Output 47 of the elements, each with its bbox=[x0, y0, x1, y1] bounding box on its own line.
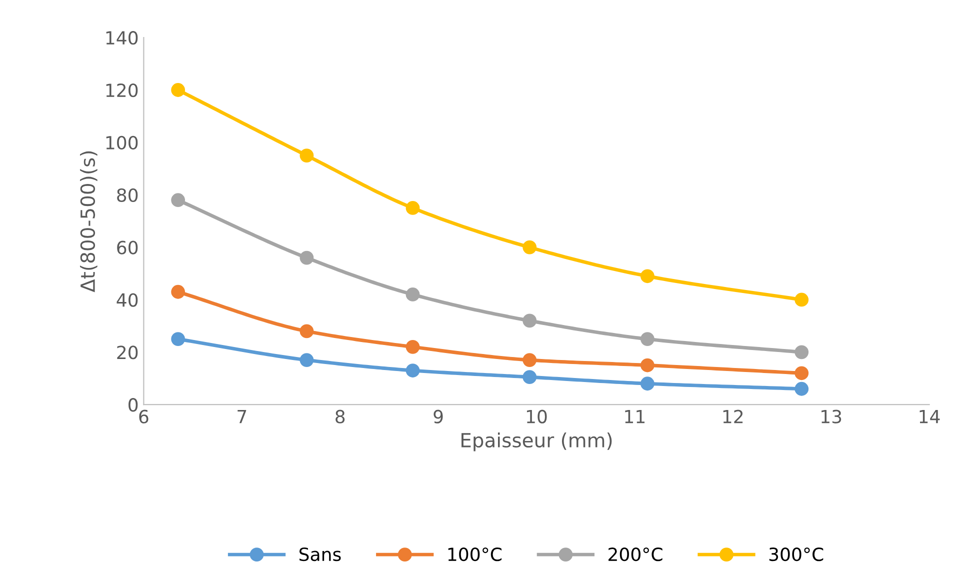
point bbox=[406, 288, 420, 302]
point bbox=[171, 83, 186, 97]
point bbox=[794, 292, 809, 307]
x-tick-label: 8 bbox=[336, 410, 345, 424]
y-tick-label: 80 bbox=[117, 188, 138, 202]
x-tick-label: 6 bbox=[139, 410, 148, 424]
point bbox=[794, 382, 809, 396]
y-tick-label: 100 bbox=[106, 136, 138, 150]
x-tick-label: 7 bbox=[238, 410, 246, 424]
point bbox=[522, 314, 537, 328]
point bbox=[171, 284, 186, 299]
point bbox=[640, 269, 654, 284]
legend-label: 200°C bbox=[608, 547, 662, 562]
legend-label: 100°C bbox=[448, 547, 502, 562]
y-tick-label: 0 bbox=[128, 398, 138, 412]
point bbox=[406, 364, 420, 378]
legend-label: 300°C bbox=[769, 547, 824, 562]
y-axis-title: Δt(800-500)(s) bbox=[80, 151, 98, 292]
point bbox=[300, 353, 314, 367]
point bbox=[300, 324, 314, 338]
point bbox=[171, 332, 186, 346]
point bbox=[640, 332, 654, 346]
point bbox=[522, 353, 537, 367]
point bbox=[406, 201, 420, 215]
y-tick-label: 120 bbox=[106, 83, 138, 98]
x-tick-label: 11 bbox=[625, 410, 644, 424]
x-axis-title: Epaisseur (mm) bbox=[462, 432, 612, 452]
point bbox=[171, 193, 186, 208]
x-tick-label: 13 bbox=[822, 410, 842, 424]
point bbox=[794, 345, 809, 360]
point bbox=[640, 358, 654, 372]
point bbox=[522, 370, 537, 384]
point bbox=[300, 250, 314, 265]
point bbox=[522, 240, 537, 254]
point bbox=[406, 340, 420, 354]
y-tick-label: 20 bbox=[117, 346, 138, 360]
y-tick-label: 140 bbox=[106, 31, 138, 45]
x-tick-label: 10 bbox=[526, 410, 547, 424]
point bbox=[794, 366, 809, 380]
legend-label: Sans bbox=[299, 547, 341, 562]
x-tick-label: 14 bbox=[920, 410, 940, 424]
y-tick-label: 40 bbox=[116, 293, 138, 307]
x-tick-label: 9 bbox=[434, 410, 443, 424]
point bbox=[300, 148, 314, 162]
y-tick-label: 60 bbox=[117, 240, 138, 254]
point bbox=[640, 376, 654, 391]
x-tick-label: 12 bbox=[723, 410, 743, 424]
